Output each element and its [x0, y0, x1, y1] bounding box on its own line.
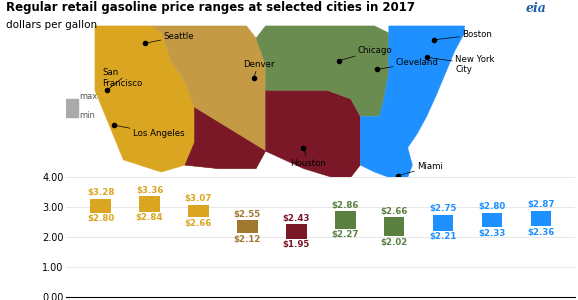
Text: Cleveland: Cleveland [377, 58, 439, 69]
Text: Houston: Houston [290, 148, 326, 168]
Text: $2.02: $2.02 [380, 238, 407, 247]
Text: $2.75: $2.75 [429, 204, 457, 213]
Bar [139, 196, 160, 212]
Text: $2.36: $2.36 [527, 228, 554, 237]
Bar [66, 99, 77, 117]
Text: $2.33: $2.33 [478, 229, 506, 238]
Text: Regular retail gasoline price ranges at selected cities in 2017: Regular retail gasoline price ranges at … [6, 2, 415, 14]
Polygon shape [360, 26, 465, 181]
Bar [286, 224, 306, 238]
Text: $3.28: $3.28 [87, 188, 114, 197]
Polygon shape [256, 26, 389, 116]
Text: $1.95: $1.95 [283, 240, 310, 249]
Text: New York
City: New York City [427, 55, 495, 74]
Text: Seattle: Seattle [144, 32, 194, 43]
Bar [531, 211, 551, 226]
Bar [433, 214, 453, 231]
Text: $2.80: $2.80 [479, 202, 506, 211]
Bar [335, 211, 355, 229]
Text: $2.86: $2.86 [332, 201, 359, 210]
Bar [90, 199, 111, 213]
Text: max: max [80, 92, 98, 101]
Text: $2.12: $2.12 [234, 235, 261, 244]
Text: $2.55: $2.55 [234, 210, 261, 219]
Polygon shape [185, 90, 360, 177]
Bar [188, 205, 209, 217]
Text: Los Angeles: Los Angeles [114, 125, 184, 138]
Text: $2.27: $2.27 [332, 230, 359, 239]
Text: $3.07: $3.07 [185, 194, 212, 203]
Polygon shape [152, 26, 265, 169]
Text: eia: eia [525, 2, 546, 14]
Text: $2.80: $2.80 [87, 214, 114, 224]
Text: $2.66: $2.66 [380, 207, 408, 216]
Text: $2.66: $2.66 [185, 219, 212, 228]
Bar [384, 217, 405, 236]
Text: San
Francisco: San Francisco [102, 68, 142, 90]
Text: Denver: Denver [243, 60, 274, 78]
Text: $2.43: $2.43 [283, 214, 310, 223]
Bar [481, 213, 502, 227]
Text: dollars per gallon: dollars per gallon [6, 20, 97, 29]
Text: Miami: Miami [398, 162, 443, 176]
Polygon shape [95, 26, 194, 172]
Text: $3.36: $3.36 [136, 186, 164, 195]
Bar [237, 220, 258, 233]
Text: Chicago: Chicago [339, 46, 392, 61]
Text: $2.87: $2.87 [527, 200, 555, 209]
Text: min: min [80, 111, 95, 120]
Text: Boston: Boston [434, 30, 492, 40]
Text: $2.21: $2.21 [429, 232, 457, 241]
Text: $2.84: $2.84 [136, 213, 164, 222]
